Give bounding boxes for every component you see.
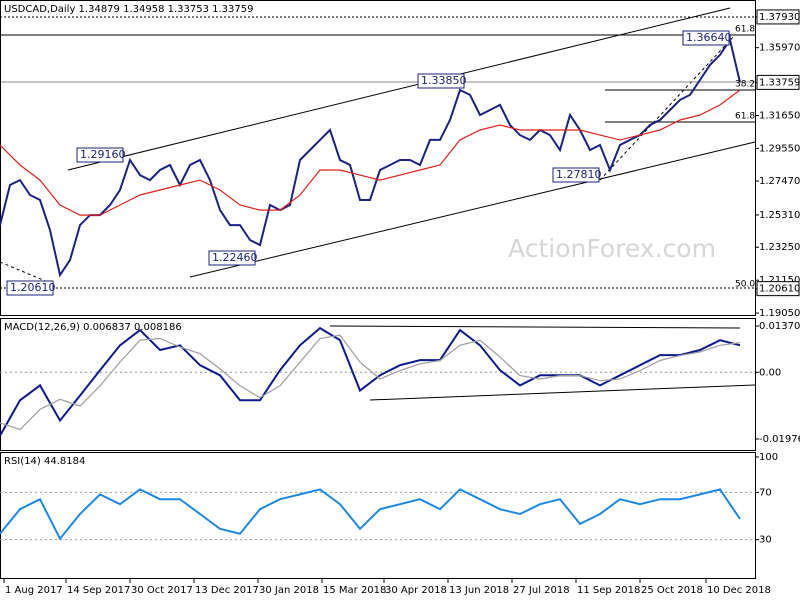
x-tick-label: 25 Oct 2018 [641,585,703,596]
annotation: 1.22460 [212,251,258,264]
y-tick-label: 1.21150 [759,275,800,286]
x-tick-label: 30 Jan 2018 [259,585,319,596]
annotation: 1.29160 [80,148,126,161]
x-tick-label: 15 Mar 2018 [323,585,386,596]
annotation: 1.27810 [556,168,602,181]
price-marker [756,9,800,25]
panel-frame [0,318,756,451]
y-tick-label: 0.00 [759,367,781,378]
x-tick-label: 30 Oct 2017 [131,585,193,596]
y-tick-label: 1.27470 [759,176,800,187]
fib-label: 50.0 [735,280,755,290]
y-tick-label: -0.01976 [759,434,800,445]
series-line [0,488,741,541]
y-tick-label: 1.37930 [759,12,800,23]
annotation: 1.33850 [421,74,467,87]
y-tick-label: 1.33759 [759,77,800,88]
y-tick-label: 1.31650 [759,110,800,121]
panel-frame [0,0,756,316]
x-tick-label: 14 Sep 2017 [67,585,130,596]
x-tick-label: 13 Dec 2017 [195,585,259,596]
price-marker [756,281,800,297]
annotation: 1.36640 [686,31,732,44]
annotation-box [682,30,730,46]
y-tick-label: 30 [759,535,772,546]
annotation-box [6,280,54,296]
y-tick-label: 1.25310 [759,210,800,221]
fib-label: 61.8 [735,112,755,122]
fib-label: 38.2 [735,80,755,90]
series-line [0,334,741,431]
y-tick-label: 1.23250 [759,242,800,253]
x-tick-label: 30 Apr 2018 [385,585,447,596]
y-tick-label: 1.29550 [759,143,800,154]
x-tick-label: 1 Aug 2017 [5,585,63,596]
annotation-box [76,147,124,163]
panel-frame [0,452,756,579]
x-tick-label: 10 Dec 2018 [707,585,771,596]
annotation: 1.20610 [10,281,56,294]
series-line [0,37,741,278]
x-tick-label: 11 Sep 2018 [577,585,640,596]
x-tick-label: 13 Jun 2018 [449,585,509,596]
series-line [0,89,741,216]
series-line [0,326,741,437]
annotation-box [417,73,465,89]
trendline [189,141,756,278]
panel-title: MACD(12,26,9) 0.006837 0.008186 [4,322,182,333]
y-tick-label: 1.35970 [759,43,800,54]
y-tick-label: 0.013702 [759,321,800,332]
fib-label: 61.8 [735,25,755,35]
watermark: ActionForex.com [508,234,716,263]
y-tick-label: 1.20610 [759,284,800,295]
annotation-box [208,250,256,266]
y-tick-label: 70 [759,487,772,498]
price-marker [756,74,800,90]
trendline [329,325,741,329]
panel-title: RSI(14) 44.8184 [4,456,85,467]
x-tick-label: 27 Jul 2018 [513,585,570,596]
y-tick-label: 100 [759,452,778,463]
y-tick-label: 1.19050 [759,308,800,319]
trendline [369,384,756,401]
annotation-box [552,167,600,183]
panel-title: USDCAD,Daily 1.34879 1.34958 1.33753 1.3… [4,4,254,15]
